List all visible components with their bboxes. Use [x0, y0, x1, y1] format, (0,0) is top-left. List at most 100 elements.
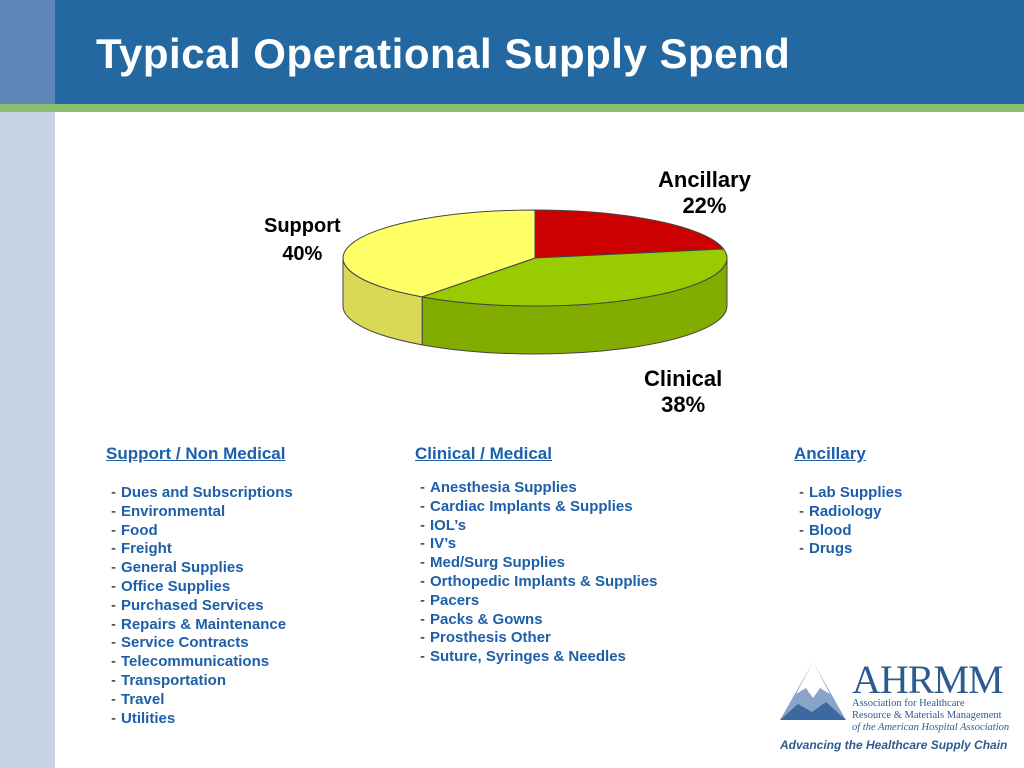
bullet-dash: - [420, 497, 425, 515]
list-item: - Anesthesia Supplies [420, 479, 658, 498]
list-item: - Med/Surg Supplies [420, 554, 658, 573]
list-item: - IV’s [420, 535, 658, 554]
pie-slice-support [342, 209, 536, 298]
bullet-dash: - [111, 709, 116, 727]
slide-title: Typical Operational Supply Spend [96, 30, 791, 77]
slice-label-clinical-name: Clinical [644, 366, 723, 391]
list-item-label: Service Contracts [121, 634, 249, 652]
list-item: - Environmental [111, 503, 293, 522]
list-item: - Transportation [111, 672, 293, 691]
slice-label-clinical-value: 38% [661, 392, 706, 417]
title-banner-accent [0, 0, 55, 104]
ancillary-item-list: - Lab Supplies - Radiology - Blood - Drugs [799, 484, 902, 559]
list-item-label: Med/Surg Supplies [430, 554, 566, 572]
list-item: - Service Contracts [111, 634, 293, 653]
list-item: - IOL’s [420, 517, 658, 536]
list-item-label: Food [121, 521, 158, 539]
bullet-dash: - [420, 610, 425, 628]
bullet-dash: - [420, 629, 425, 647]
logo-subtitle-line1: Association for Healthcare [852, 698, 965, 709]
bullet-dash: - [111, 484, 116, 501]
list-item-label: IOL’s [430, 516, 467, 534]
list-item-label: Environmental [121, 502, 226, 520]
list-item-label: Purchased Services [121, 596, 264, 614]
bullet-dash: - [420, 516, 425, 534]
list-item-label: General Supplies [121, 559, 244, 577]
bullet-dash: - [111, 559, 116, 577]
left-decorative-strip [0, 0, 55, 768]
list-item: - Food [111, 522, 293, 541]
ahrmm-logo: AHRMM Association for Healthcare Resourc… [778, 656, 1018, 756]
list-item: - Office Supplies [111, 578, 293, 597]
logo-tagline: Advancing the Healthcare Supply Chain [780, 738, 1008, 752]
list-item-label: Orthopedic Implants & Supplies [430, 572, 658, 590]
bullet-dash: - [111, 690, 116, 708]
mountain-logo-icon [780, 662, 846, 720]
list-item-label: Prosthesis Other [430, 629, 551, 647]
list-item-label: Lab Supplies [809, 484, 903, 501]
logo-name: AHRMM [852, 657, 1004, 702]
list-item-label: Repairs & Maintenance [121, 615, 287, 633]
list-item-label: Suture, Syringes & Needles [430, 648, 626, 666]
list-item-label: Transportation [121, 671, 227, 689]
list-item: - Packs & Gowns [420, 611, 658, 630]
list-item: - Blood [799, 522, 902, 541]
support-item-list: - Dues and Subscriptions - Environmental - Fo… [111, 484, 293, 728]
column-title-ancillary[interactable]: Ancillary [794, 444, 866, 463]
list-item: - Suture, Syringes & Needles [420, 648, 658, 667]
bullet-dash: - [111, 596, 116, 614]
list-item: - Prosthesis Other [420, 629, 658, 648]
title-underline-bar [0, 104, 1024, 112]
bullet-dash: - [420, 479, 425, 496]
list-item: - Telecommunications [111, 653, 293, 672]
clinical-item-list: - Anesthesia Supplies - Cardiac Implants & … [420, 479, 658, 667]
list-item: - Purchased Services [111, 597, 293, 616]
title-banner [0, 0, 1024, 104]
list-item: - Pacers [420, 592, 658, 611]
list-item-label: Telecommunications [121, 653, 270, 671]
list-item-label: Dues and Subscriptions [121, 484, 293, 501]
bullet-dash: - [111, 653, 116, 671]
list-item-label: Cardiac Implants & Supplies [430, 497, 633, 515]
list-item: - Dues and Subscriptions [111, 484, 293, 503]
pie-slice-ancillary [534, 209, 725, 259]
logo-subtitle: Association for Healthcare Resource & Ma… [852, 698, 1009, 734]
list-item: - General Supplies [111, 559, 293, 578]
list-item: - Drugs [799, 540, 902, 559]
list-item: - Lab Supplies [799, 484, 902, 503]
bullet-dash: - [111, 502, 116, 520]
bullet-dash: - [799, 540, 804, 558]
bullet-dash: - [799, 502, 804, 520]
column-title-clinical[interactable]: Clinical / Medical [415, 444, 552, 463]
bullet-dash: - [111, 521, 116, 539]
list-item-label: IV’s [430, 535, 457, 553]
slice-label-support-name: Support [264, 215, 341, 237]
list-item-label: Anesthesia Supplies [430, 479, 577, 496]
slice-label-ancillary-value: 22% [682, 193, 727, 218]
list-item: - Orthopedic Implants & Supplies [420, 573, 658, 592]
bullet-dash: - [420, 535, 425, 553]
column-title-support[interactable]: Support / Non Medical [106, 444, 286, 463]
bullet-dash: - [111, 634, 116, 652]
slice-label-support-value: 40% [282, 243, 323, 265]
bullet-dash: - [799, 521, 804, 539]
logo-subtitle-line2: Resource & Materials Management [852, 710, 1002, 721]
bullet-dash: - [111, 615, 116, 633]
list-item: - Utilities [111, 710, 293, 729]
bullet-dash: - [111, 540, 116, 558]
bullet-dash: - [111, 671, 116, 689]
pie-slice-clinical [420, 248, 728, 307]
list-item: - Travel [111, 691, 293, 710]
list-item-label: Office Supplies [121, 577, 231, 595]
bullet-dash: - [111, 577, 116, 595]
bullet-dash: - [420, 591, 425, 609]
slice-label-ancillary: Ancillary 22% [658, 167, 751, 219]
logo-subtitle-line3: of the American Hospital Association [852, 722, 1010, 733]
slice-label-ancillary-name: Ancillary [658, 167, 751, 192]
list-item-label: Drugs [809, 540, 853, 558]
bullet-dash: - [420, 554, 425, 572]
slice-label-clinical: Clinical 38% [644, 366, 722, 418]
bullet-dash: - [799, 484, 804, 501]
list-item: - Repairs & Maintenance [111, 616, 293, 635]
bullet-dash: - [420, 648, 425, 666]
